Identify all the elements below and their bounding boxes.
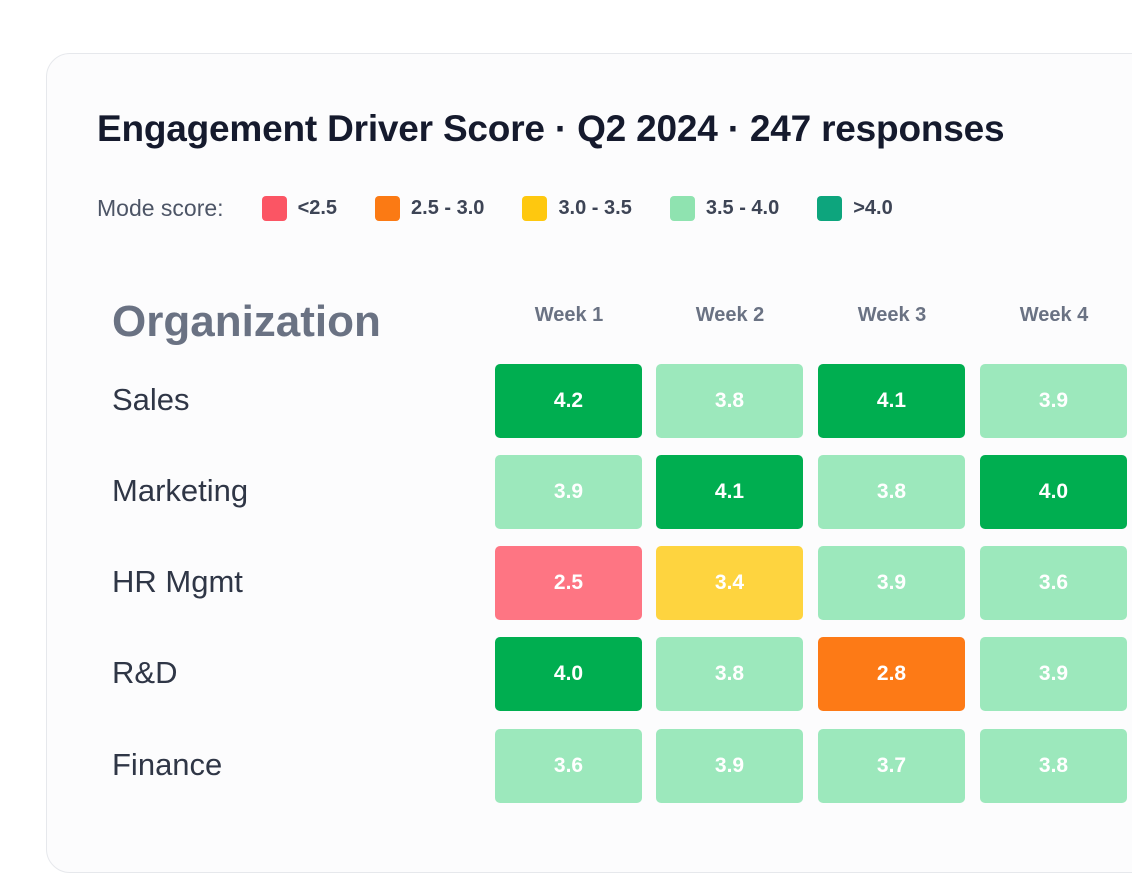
column-header: Week 3 (857, 304, 927, 326)
heatmap-cell: 2.8 (818, 637, 965, 711)
heatmap-cell: 3.4 (656, 546, 803, 620)
heatmap-cell: 3.9 (818, 546, 965, 620)
legend-item-2-5-3-0: 2.5 - 3.0 (375, 195, 485, 221)
heatmap-cell: 3.9 (495, 455, 642, 529)
legend-swatch (261, 195, 287, 221)
row-label: Marketing (112, 473, 249, 508)
legend-label: Mode score: (97, 194, 224, 221)
legend-item-label: 3.0 - 3.5 (558, 196, 632, 219)
row-label: R&D (112, 655, 178, 690)
legend-swatch (375, 195, 401, 221)
heatmap-cell: 3.8 (818, 455, 965, 529)
legend-item-gt-4-0: >4.0 (817, 195, 893, 221)
heatmap-cell: 4.1 (656, 455, 803, 529)
legend-item-3-5-4-0: 3.5 - 4.0 (669, 195, 780, 221)
legend-swatch (817, 195, 843, 221)
heatmap-cell: 3.8 (980, 729, 1127, 803)
heatmap-cell: 4.1 (818, 364, 965, 438)
legend-item-label: >4.0 (853, 196, 893, 219)
column-header: Week 2 (695, 304, 765, 326)
legend: Mode score: <2.5 2.5 - 3.0 3.0 - 3.5 3.5… (97, 193, 931, 223)
legend-item-label: 2.5 - 3.0 (411, 196, 485, 219)
legend-item-lt-2-5: <2.5 (261, 195, 338, 221)
heatmap-cell: 3.6 (495, 729, 642, 803)
heatmap-cell: 3.7 (818, 729, 965, 803)
heatmap-cell: 3.6 (980, 546, 1127, 620)
legend-swatch (522, 195, 548, 221)
row-label: HR Mgmt (112, 564, 243, 599)
legend-item-label: 3.5 - 4.0 (705, 196, 780, 219)
heatmap-cell: 3.9 (980, 364, 1127, 438)
column-header: Week 1 (534, 304, 604, 326)
heatmap-cell: 3.9 (656, 729, 803, 803)
heatmap-cell: 4.2 (495, 364, 642, 438)
row-label: Finance (112, 747, 223, 782)
legend-swatch (669, 195, 695, 221)
legend-item-label: <2.5 (297, 196, 338, 219)
column-header: Week 4 (1019, 304, 1089, 326)
heatmap-cell: 3.8 (656, 364, 803, 438)
chart-title: Engagement Driver Score · Q2 2024 · 247 … (97, 108, 1005, 149)
heatmap-cell: 3.8 (656, 637, 803, 711)
legend-item-3-0-3-5: 3.0 - 3.5 (522, 195, 632, 221)
heatmap-cell: 4.0 (495, 637, 642, 711)
heatmap-cell: 2.5 (495, 546, 642, 620)
heatmap-cell: 3.9 (980, 637, 1127, 711)
heatmap-cell: 4.0 (980, 455, 1127, 529)
row-axis-heading: Organization (112, 297, 381, 346)
row-label: Sales (112, 382, 190, 417)
